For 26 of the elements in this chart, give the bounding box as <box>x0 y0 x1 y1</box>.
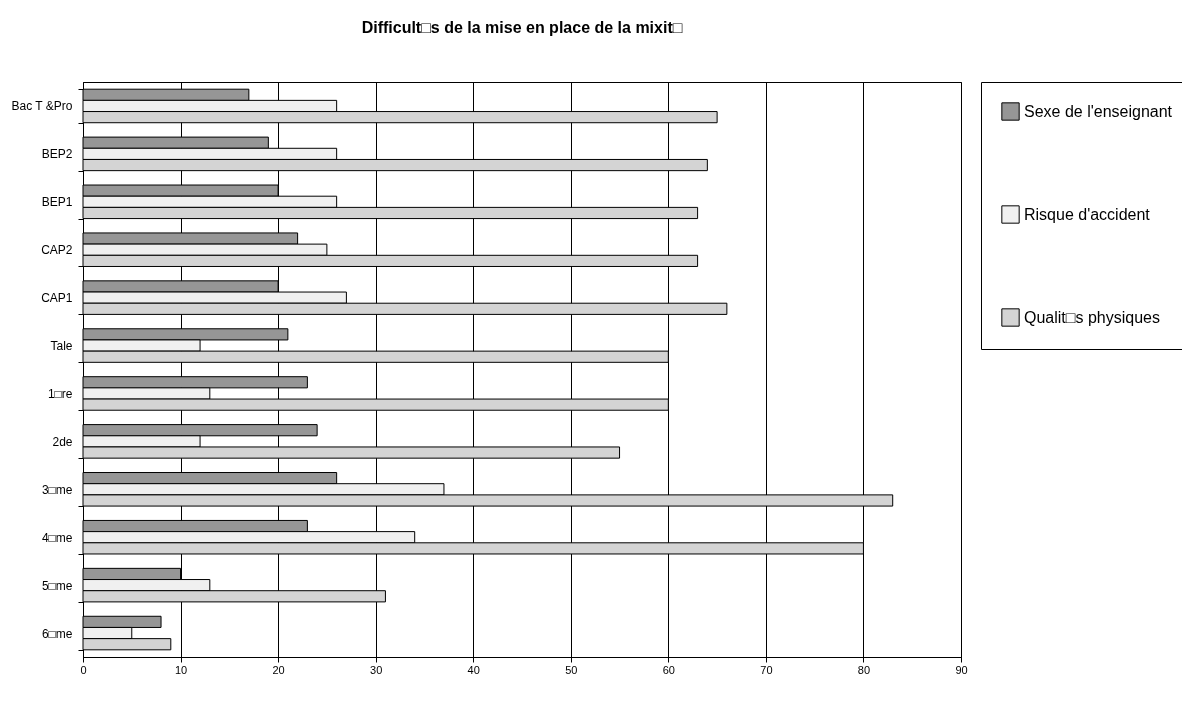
legend-label: Sexe de l'enseignant <box>1024 102 1173 120</box>
y-tick-label: 3□me <box>41 482 73 497</box>
y-tick-label: Bac T &Pro <box>11 99 73 114</box>
y-tick-label: BEP2 <box>41 147 73 162</box>
chart-title: Difficult□s de la mise en place de la mixit□ <box>361 19 683 36</box>
x-tick-label: 10 <box>174 663 188 676</box>
x-tick-label: 0 <box>80 663 87 676</box>
y-tick-label: CAP2 <box>41 243 73 258</box>
x-tick-label: 90 <box>955 663 968 676</box>
y-tick-label: 5□me <box>41 578 73 593</box>
x-tick-label: 40 <box>467 663 480 676</box>
y-tick-label: 2de <box>52 434 73 449</box>
x-tick-label: 20 <box>272 663 285 676</box>
y-tick-label: 4□me <box>41 530 73 545</box>
x-tick-label: 50 <box>565 663 578 676</box>
x-tick-label: 30 <box>370 663 383 676</box>
x-tick-label: 80 <box>857 663 871 676</box>
x-tick-label: 60 <box>662 663 675 676</box>
y-tick-label: BEP1 <box>41 195 73 210</box>
y-tick-label: 6□me <box>41 626 73 641</box>
y-tick-label: Tale <box>50 339 73 354</box>
x-tick-label: 70 <box>760 663 773 676</box>
legend-label: Qualit□s physiques <box>1024 308 1160 326</box>
y-tick-label: 1□re <box>47 386 73 401</box>
y-tick-label: CAP1 <box>41 291 73 306</box>
legend-label: Risque d'accident <box>1024 205 1151 223</box>
